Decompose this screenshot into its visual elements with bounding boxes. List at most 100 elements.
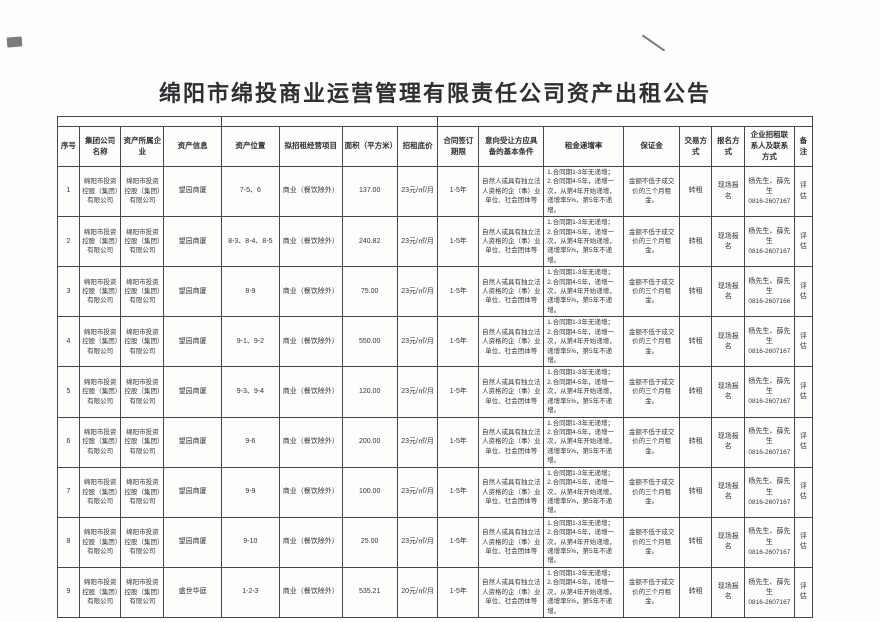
cell-conditions: 自然人或具有独立法人资格的企（事）业单位、社会团体等 [479,267,544,317]
cell-location: 9-3、9-4 [221,367,279,417]
cell-area: 120.00 [342,367,397,417]
contact-names: 杨先生、薛先生 [747,427,792,447]
table-row: 1 绵阳市投资控股（集团）有限公司 绵阳市投资控股（集团）有限公司 望园商厦 7… [58,167,813,217]
contact-phone: 0816-2607167 [747,397,792,406]
cell-base-price: 23元/㎡/月 [397,217,438,267]
scan-smudge-mark [7,36,23,47]
cell-location: 7-5、6 [221,167,279,217]
cell-asset-info: 望园商厦 [164,317,221,367]
col-header-deposit: 保证金 [624,127,680,167]
page-title: 绵阳市绵投商业运营管理有限责任公司资产出租公告 [57,76,813,108]
cell-signup-mode: 现场报名 [712,167,744,217]
col-header-term: 合同签订期限 [438,127,479,167]
cell-group-company: 绵阳市投资控股（集团）有限公司 [79,217,121,267]
cell-seq: 3 [58,267,80,317]
cell-deposit: 金额不低于成交价的三个月租金。 [624,567,680,617]
cell-note: 评估 [794,367,812,417]
cell-location: 9-6 [221,417,279,467]
cell-note: 评估 [794,267,812,317]
cell-term: 1-5年 [438,267,479,317]
cell-deposit: 金额不低于成交价的三个月租金。 [624,317,680,367]
cell-term: 1-5年 [438,217,479,267]
cell-area: 25.00 [342,517,397,567]
cell-increase: 1.合同期1-3年无递增； 2.合同期4-5年，递增一次，从第4年开始递增，递增… [544,467,624,517]
cell-deposit: 金额不低于成交价的三个月租金。 [624,267,680,317]
cell-conditions: 自然人或具有独立法人资格的企（事）业单位、社会团体等 [479,367,544,417]
cell-note: 评估 [794,467,812,517]
col-header-contact: 企业招租联系人及联系方式 [744,127,794,167]
cell-business: 商业（餐饮除外） [279,317,342,367]
cell-group-company: 绵阳市投资控股（集团）有限公司 [79,367,121,417]
cell-location: 1-2-3 [221,567,279,617]
col-header-location: 资产位置 [221,127,279,167]
cell-deposit: 金额不低于成交价的三个月租金。 [624,417,680,467]
cell-base-price: 23元/㎡/月 [397,317,438,367]
col-header-area: 面积（平方米） [342,127,397,167]
cell-term: 1-5年 [438,467,479,517]
contact-phone: 0816-2607167 [747,448,792,457]
cell-conditions: 自然人或具有独立法人资格的企（事）业单位、社会团体等 [479,467,544,517]
cell-base-price: 23元/㎡/月 [397,267,438,317]
col-header-group-company: 集团公司名称 [79,127,121,167]
cell-conditions: 自然人或具有独立法人资格的企（事）业单位、社会团体等 [479,417,544,467]
cell-contact: 杨先生、薛先生 0816-2607167 [744,317,794,367]
cell-conditions: 自然人或具有独立法人资格的企（事）业单位、社会团体等 [479,167,544,217]
col-header-seq: 序号 [58,127,80,167]
cell-conditions: 自然人或具有独立法人资格的企（事）业单位、社会团体等 [479,567,544,617]
cell-asset-info: 望园商厦 [164,167,221,217]
col-header-business: 拟招租经营项目 [279,127,342,167]
col-header-base-price: 招租底价 [397,127,438,167]
cell-base-price: 23元/㎡/月 [397,517,438,567]
contact-names: 杨先生、薛先生 [747,377,792,397]
col-header-signup-mode: 报名方式 [712,127,744,167]
cell-signup-mode: 现场报名 [712,317,744,367]
cell-contact: 杨先生、薛先生 0816-2607166 [744,267,794,317]
asset-rental-table: 序号 集团公司名称 资产所属企业 资产信息 资产位置 拟招租经营项目 面积（平方… [57,116,813,618]
contact-phone: 0816-2607167 [747,197,792,206]
cell-owner: 绵阳市投资控股（集团）有限公司 [121,517,164,567]
cell-owner: 绵阳市投资控股（集团）有限公司 [121,217,164,267]
cell-increase: 1.合同期1-3年无递增； 2.合同期4-5年，递增一次，从第4年开始递增，递增… [544,417,624,467]
cell-note: 评估 [794,517,812,567]
cell-owner: 绵阳市投资控股（集团）有限公司 [121,167,164,217]
header-group-row [58,117,813,127]
cell-area: 100.00 [342,467,397,517]
cell-asset-info: 望园商厦 [164,417,221,467]
cell-note: 评估 [794,167,812,217]
scan-slash-mark [642,34,665,51]
cell-base-price: 23元/㎡/月 [397,417,438,467]
cell-trade-mode: 转租 [680,417,712,467]
cell-asset-info: 望园商厦 [164,217,221,267]
contact-phone: 0816-2607166 [747,297,792,306]
cell-term: 1-5年 [438,567,479,617]
document-page: 绵阳市绵投商业运营管理有限责任公司资产出租公告 序号 集团公司名称 资产所属企业… [57,76,813,618]
cell-area: 200.00 [342,417,397,467]
cell-base-price: 20元/㎡/月 [397,567,438,617]
cell-signup-mode: 现场报名 [712,517,744,567]
cell-base-price: 23元/㎡/月 [397,367,438,417]
cell-group-company: 绵阳市投资控股（集团）有限公司 [79,317,121,367]
table-row: 3 绵阳市投资控股（集团）有限公司 绵阳市投资控股（集团）有限公司 望园商厦 8… [58,267,813,317]
cell-area: 75.00 [342,267,397,317]
cell-asset-info: 望园商厦 [164,467,221,517]
cell-term: 1-5年 [438,517,479,567]
cell-note: 评估 [794,317,812,367]
cell-business: 商业（餐饮除外） [279,267,342,317]
cell-contact: 杨先生、薛先生 0816-2607167 [744,517,794,567]
cell-trade-mode: 转租 [680,467,712,517]
col-header-asset-info: 资产信息 [164,127,221,167]
cell-trade-mode: 转租 [680,167,712,217]
cell-trade-mode: 转租 [680,317,712,367]
cell-term: 1-5年 [438,167,479,217]
cell-business: 商业（餐饮除外） [279,567,342,617]
cell-note: 评估 [794,217,812,267]
cell-asset-info: 望园商厦 [164,367,221,417]
cell-asset-info: 望园商厦 [164,267,221,317]
cell-deposit: 金额不低于成交价的三个月租金。 [624,367,680,417]
cell-trade-mode: 转租 [680,517,712,567]
col-header-conditions: 意向受让方应具备的基本条件 [479,127,544,167]
cell-business: 商业（餐饮除外） [279,517,342,567]
cell-location: 9-1、9-2 [221,317,279,367]
cell-contact: 杨先生、薛先生 0816-2607167 [744,167,794,217]
contact-phone: 0816-2607167 [747,347,792,356]
